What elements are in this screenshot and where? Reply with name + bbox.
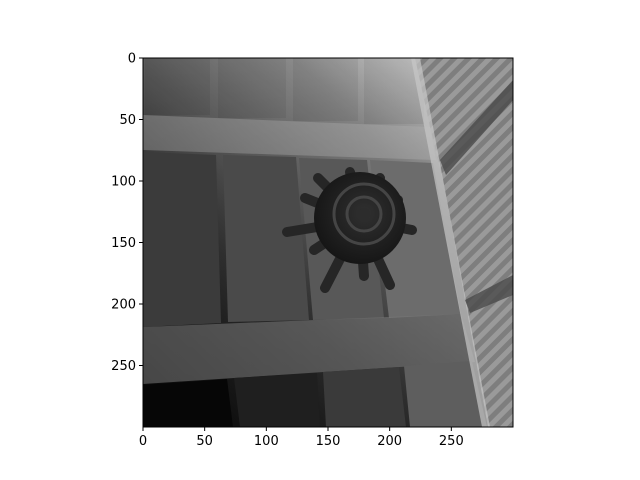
x-tick-label: 250 xyxy=(439,434,464,449)
y-tick-label: 100 xyxy=(111,175,136,190)
x-tick-label: 0 xyxy=(139,434,147,449)
y-tick-label: 150 xyxy=(111,236,136,251)
y-tick-label: 50 xyxy=(119,113,136,128)
y-axis: 0 50 100 150 200 250 xyxy=(111,52,143,374)
wall-edge xyxy=(411,58,490,427)
textured-wall xyxy=(415,58,513,427)
x-tick-label: 200 xyxy=(377,434,402,449)
x-tick-label: 100 xyxy=(254,434,279,449)
x-axis: 0 50 100 150 200 250 xyxy=(139,427,464,449)
y-tick-label: 250 xyxy=(111,359,136,374)
floor-tiles-bottom xyxy=(143,361,487,427)
wall-beam-lower xyxy=(465,275,513,313)
x-tick-label: 150 xyxy=(316,434,341,449)
floor-band-lower xyxy=(143,314,475,384)
depth-image xyxy=(143,58,513,427)
floor-tiles-top xyxy=(145,58,424,124)
x-tick-label: 50 xyxy=(196,434,213,449)
floor-tiles-middle xyxy=(143,152,461,327)
wall-beam-upper xyxy=(440,80,513,175)
floor-band-upper xyxy=(143,115,436,160)
y-tick-label: 200 xyxy=(111,298,136,313)
y-tick-label: 0 xyxy=(128,52,136,67)
central-object xyxy=(282,167,417,293)
